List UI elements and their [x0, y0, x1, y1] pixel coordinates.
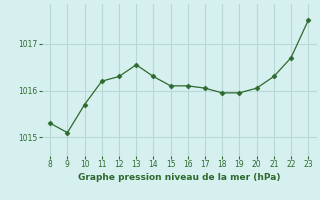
- X-axis label: Graphe pression niveau de la mer (hPa): Graphe pression niveau de la mer (hPa): [78, 173, 280, 182]
